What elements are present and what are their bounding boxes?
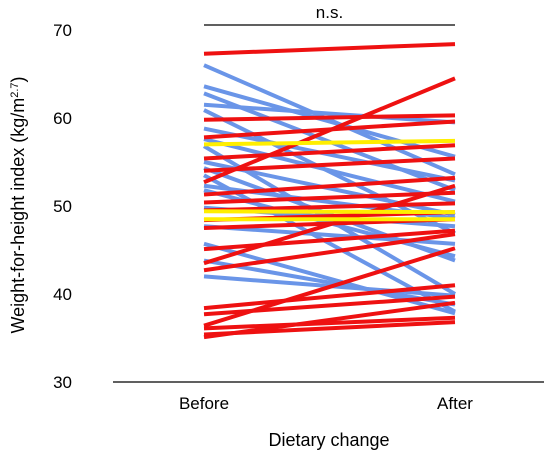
y-tick-label: 50 <box>53 197 72 216</box>
y-axis-label: Weight-for-height index (kg/m2.7) <box>8 76 28 333</box>
x-axis-ticks: Before After <box>179 394 473 413</box>
series-line-increase <box>203 113 456 122</box>
series-line-increase <box>203 315 456 331</box>
y-tick-label: 60 <box>53 109 72 128</box>
x-axis-label: Dietary change <box>268 430 389 450</box>
series-line-increase <box>203 76 456 185</box>
series-line-decrease <box>203 137 456 204</box>
series-line-decrease <box>203 126 456 183</box>
series-line-increase <box>203 201 456 213</box>
series-line-increase <box>203 175 456 197</box>
paired-lines <box>202 42 457 340</box>
y-tick-label: 40 <box>53 285 72 304</box>
series-line-increase <box>203 42 456 56</box>
x-tick-label-after: After <box>437 394 473 413</box>
series-line-increase <box>203 156 456 173</box>
series-line-increase <box>203 183 456 266</box>
y-axis-label-sup: 2.7 <box>9 82 21 97</box>
significance-label: n.s. <box>316 3 343 22</box>
series-line-increase <box>203 232 456 273</box>
y-axis-ticks: 30 40 50 60 70 <box>53 21 72 392</box>
y-tick-label: 30 <box>53 373 72 392</box>
series-line-increase <box>203 283 456 311</box>
series-line-no-change <box>203 209 456 215</box>
series-line-increase <box>203 190 456 205</box>
series-line-increase <box>203 228 456 252</box>
series-line-decrease <box>203 84 456 159</box>
series-line-decrease <box>203 102 456 125</box>
y-axis-label-close: ) <box>8 76 28 82</box>
series-line-increase <box>203 300 456 340</box>
series-line-decrease <box>203 241 456 316</box>
x-tick-label-before: Before <box>179 394 229 413</box>
series-line-increase <box>203 143 456 161</box>
series-line-decrease <box>203 258 456 307</box>
series-line-no-change <box>203 138 456 147</box>
y-axis-label-main: Weight-for-height index (kg/m <box>8 98 28 334</box>
y-tick-label: 70 <box>53 21 72 40</box>
series-line-increase <box>203 246 456 328</box>
